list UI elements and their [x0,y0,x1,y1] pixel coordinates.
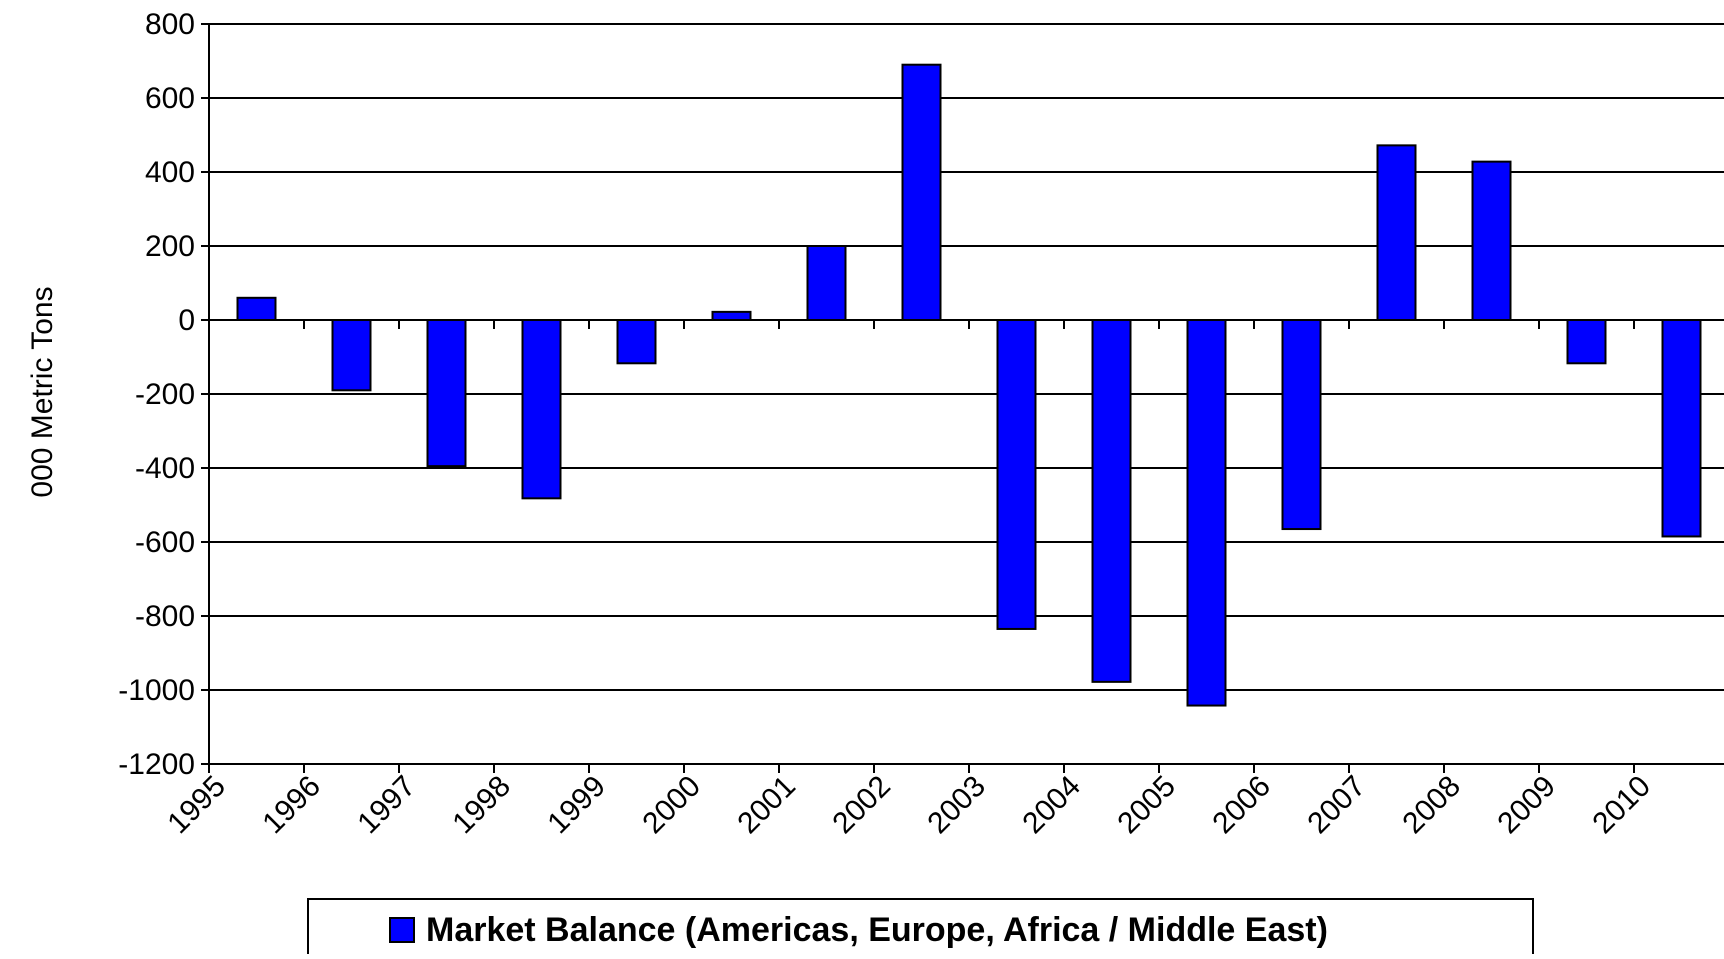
x-tick-labels: 1995 1996 1997 1998 1999 2000 2001 2002 2003 2004… [161,320,1657,840]
y-tick-label: -200 [135,378,195,411]
x-tick-label-2010: 2010 [1586,770,1657,841]
bar-2010 [1661,319,1702,538]
bar-1999 [616,319,657,365]
bar-2004 [1091,319,1132,683]
y-tick-label: -1000 [118,674,195,707]
legend: Market Balance (Americas, Europe, Africa… [307,898,1534,958]
x-tick-label-2000: 2000 [636,770,707,841]
x-tick-label-2009: 2009 [1491,770,1562,841]
x-tick-label-2003: 2003 [921,770,992,841]
x-tick-label-1998: 1998 [446,770,517,841]
bar-2008 [1471,160,1512,321]
x-tick-label-2002: 2002 [826,770,897,841]
legend-swatch [389,917,415,943]
bar-2002 [901,63,942,321]
x-tick-label-1999: 1999 [541,770,612,841]
x-tick-label-1996: 1996 [256,770,327,841]
legend-label: Market Balance (Americas, Europe, Africa… [426,911,1328,949]
bar-2009 [1566,319,1607,365]
y-tick-label: 600 [145,82,195,115]
y-tick-labels: 800 600 400 200 0 -200 -400 -600 -800 -1000 -1200 [118,8,209,781]
y-tick-label: 800 [145,8,195,41]
bars [236,63,1702,707]
x-tick-label-2007: 2007 [1301,770,1372,841]
y-tick-label: 400 [145,156,195,189]
x-tick-label-2001: 2001 [731,770,802,841]
bar-1995 [236,296,277,321]
bar-2006 [1281,319,1322,531]
bar-1998 [521,319,562,500]
y-tick-label: -1200 [118,748,195,781]
y-tick-label: -600 [135,526,195,559]
y-axis-title: 000 Metric Tons [26,286,59,497]
x-tick-label-2005: 2005 [1111,770,1182,841]
x-tick-label-1997: 1997 [351,770,422,841]
bar-2007 [1376,144,1417,321]
x-tick-label-2004: 2004 [1016,770,1087,841]
bar-2001 [806,245,847,321]
x-tick-label-2006: 2006 [1206,770,1277,841]
bar-2000 [711,310,752,321]
bar-2005 [1186,319,1227,707]
bar-1996 [331,319,372,392]
x-tick-label-2008: 2008 [1396,770,1467,841]
y-tick-label: 200 [145,230,195,263]
y-tick-label: -400 [135,452,195,485]
y-tick-label: -800 [135,600,195,633]
legend-box [307,898,1534,958]
bar-2003 [996,319,1037,630]
bar-1997 [426,319,467,468]
y-tick-label: 0 [178,304,195,337]
